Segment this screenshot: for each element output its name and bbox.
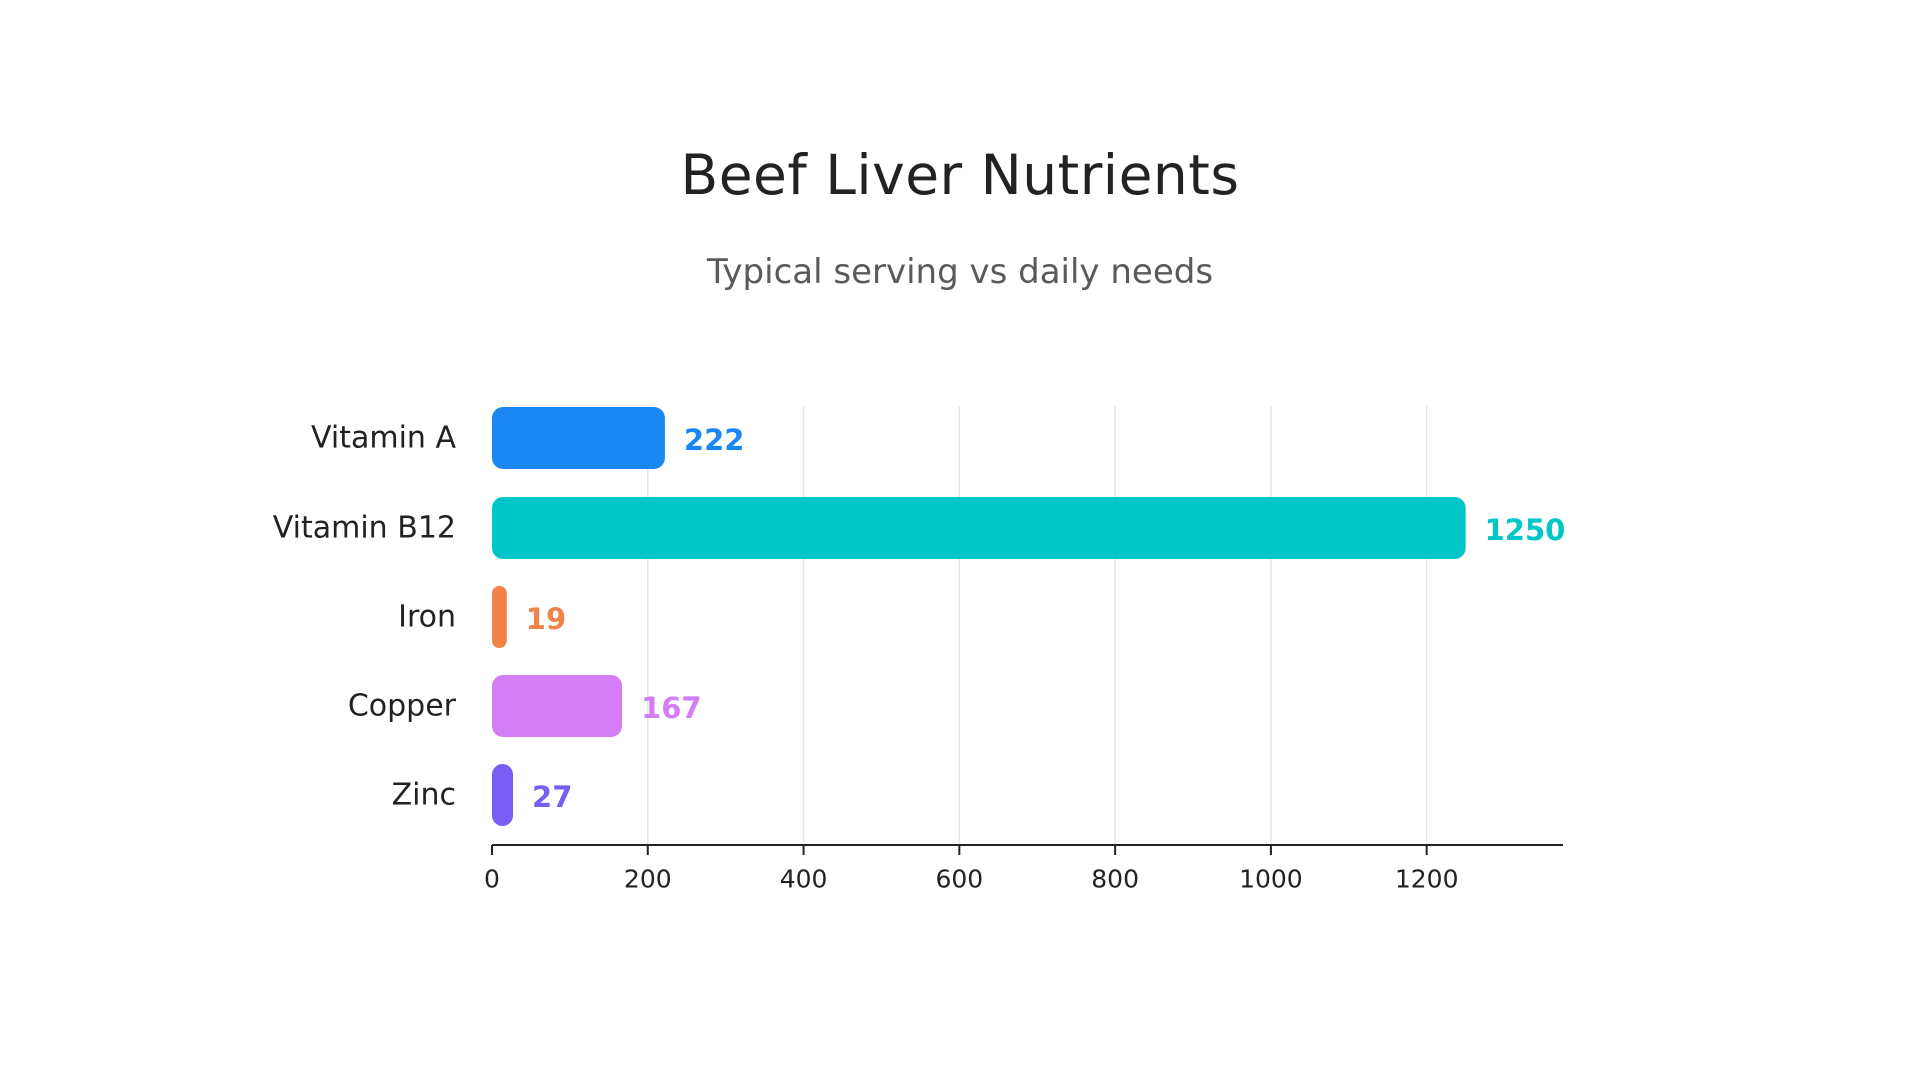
category-label: Copper <box>348 689 457 724</box>
category-label: Vitamin A <box>311 421 456 456</box>
bars: Vitamin A 222 Vitamin B12 1250 Iron 19 Copper 1… <box>273 407 1566 826</box>
bar <box>492 764 514 826</box>
value-label: 222 <box>684 423 745 457</box>
chart-subtitle: Typical serving vs daily needs <box>706 252 1214 292</box>
bar <box>492 497 1466 559</box>
chart-title: Beef Liver Nutrients <box>680 143 1240 207</box>
category-label: Zinc <box>392 778 456 813</box>
x-axis: 0 200 400 600 800 1000 1200 <box>484 844 1563 894</box>
value-label: 1250 <box>1485 513 1566 547</box>
value-label: 19 <box>526 602 566 636</box>
x-tick-label: 1200 <box>1395 865 1459 894</box>
bar <box>492 586 507 648</box>
bar <box>492 407 665 469</box>
x-tick-label: 0 <box>484 865 500 894</box>
grid-lines <box>647 406 1428 845</box>
category-label: Vitamin B12 <box>273 511 456 546</box>
x-tick-label: 200 <box>624 865 672 894</box>
x-tick-label: 400 <box>780 865 828 894</box>
x-tick-label: 800 <box>1091 865 1139 894</box>
category-label: Iron <box>398 600 456 635</box>
bar <box>492 675 623 737</box>
x-tick-label: 600 <box>935 865 983 894</box>
value-label: 167 <box>641 691 702 725</box>
x-tick-label: 1000 <box>1239 865 1303 894</box>
value-label: 27 <box>532 780 572 814</box>
